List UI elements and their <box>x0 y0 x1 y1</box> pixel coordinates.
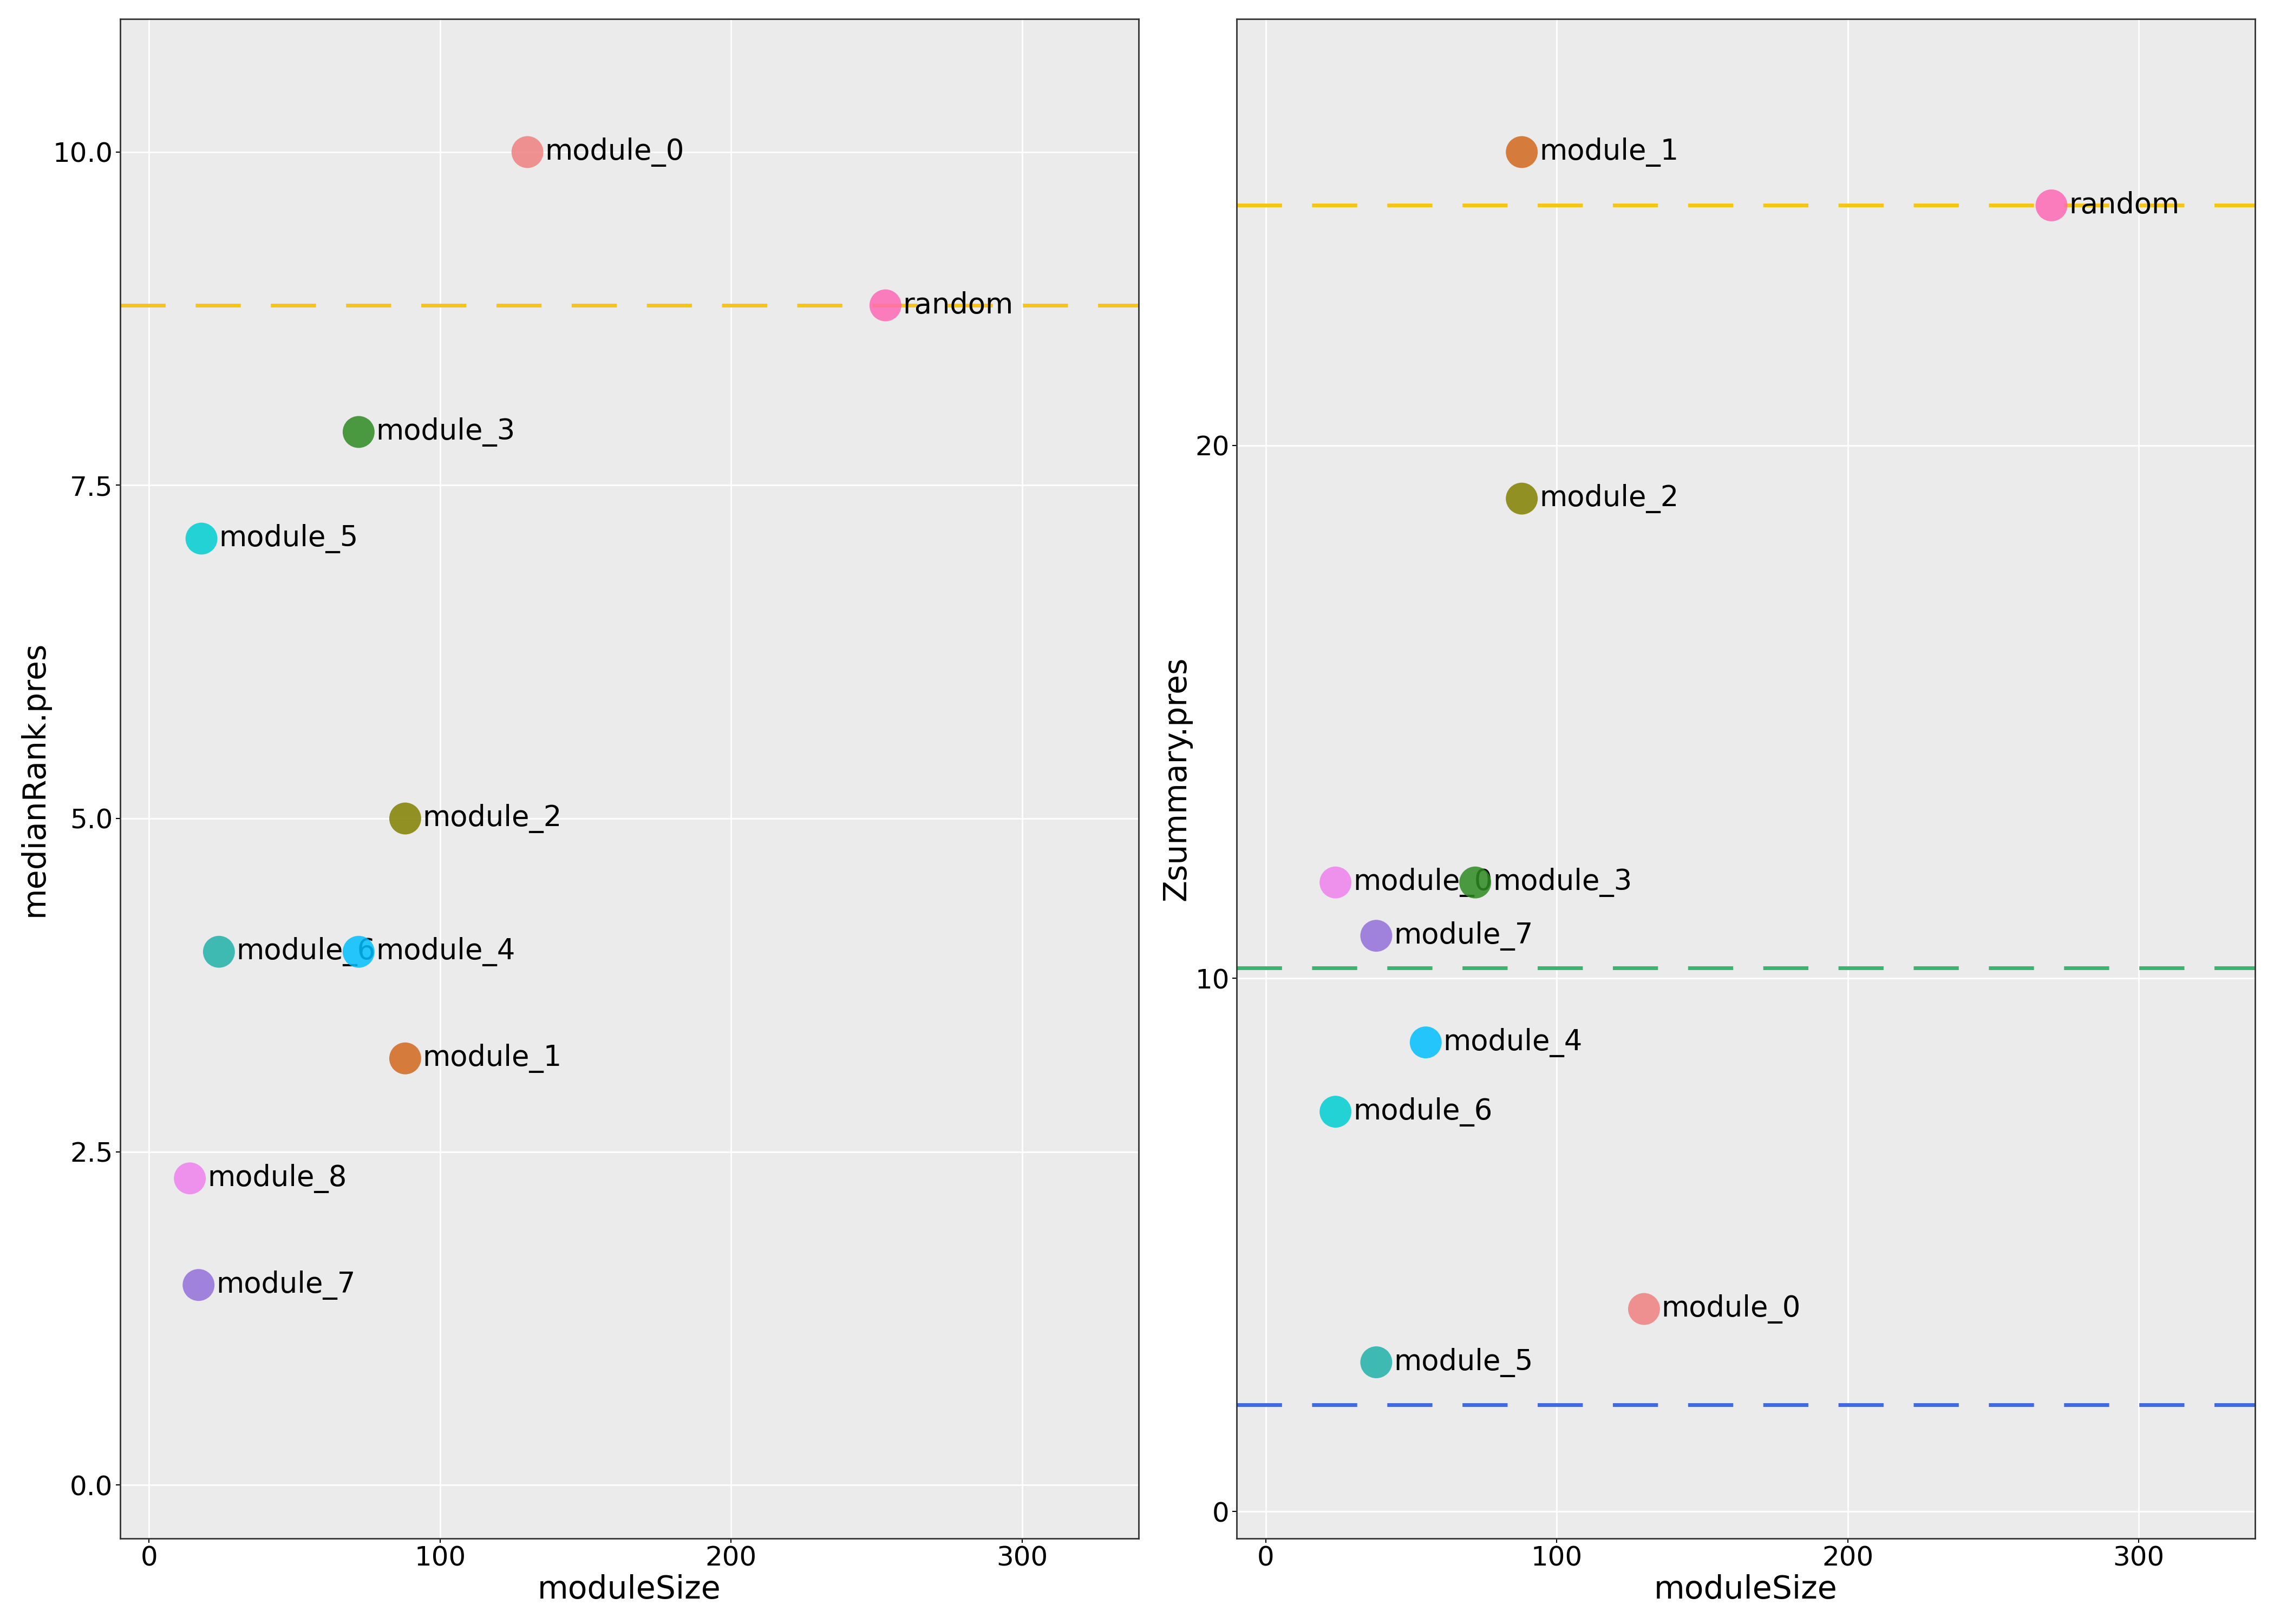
Text: module_2: module_2 <box>1539 484 1678 513</box>
Point <box>1503 486 1539 512</box>
Point <box>1503 140 1539 166</box>
Text: module_2: module_2 <box>423 804 562 833</box>
Point <box>1626 1296 1662 1322</box>
Y-axis label: Zsummary.pres: Zsummary.pres <box>1162 656 1192 901</box>
Text: module_0: module_0 <box>1353 867 1492 896</box>
Point <box>387 1046 423 1072</box>
Text: module_0: module_0 <box>1662 1294 1801 1324</box>
Point <box>171 1166 207 1192</box>
Text: module_4: module_4 <box>375 937 516 966</box>
Text: random: random <box>2069 192 2178 219</box>
Point <box>387 806 423 831</box>
Point <box>184 526 221 552</box>
Point <box>1408 1030 1444 1056</box>
Text: module_1: module_1 <box>423 1044 562 1073</box>
Point <box>341 939 377 965</box>
Point <box>341 419 377 445</box>
X-axis label: moduleSize: moduleSize <box>537 1574 721 1605</box>
Point <box>1458 869 1494 895</box>
Text: module_5: module_5 <box>218 525 359 554</box>
Text: module_3: module_3 <box>1492 867 1633 896</box>
Point <box>1317 869 1353 895</box>
X-axis label: moduleSize: moduleSize <box>1653 1574 1837 1605</box>
Text: module_6: module_6 <box>1353 1098 1492 1127</box>
Text: module_4: module_4 <box>1444 1028 1583 1057</box>
Text: random: random <box>903 291 1014 320</box>
Text: module_7: module_7 <box>1394 921 1533 950</box>
Text: module_6: module_6 <box>236 937 375 966</box>
Text: module_7: module_7 <box>216 1270 355 1299</box>
Text: module_8: module_8 <box>207 1164 346 1194</box>
Point <box>1317 1099 1353 1125</box>
Text: module_3: module_3 <box>375 417 516 447</box>
Point <box>1358 922 1394 948</box>
Point <box>509 140 546 166</box>
Point <box>200 939 236 965</box>
Point <box>1358 1350 1394 1376</box>
Point <box>866 292 903 318</box>
Text: module_1: module_1 <box>1539 138 1678 167</box>
Point <box>180 1272 216 1298</box>
Text: module_0: module_0 <box>546 138 684 167</box>
Point <box>2033 192 2069 218</box>
Y-axis label: medianRank.pres: medianRank.pres <box>18 640 50 916</box>
Text: module_5: module_5 <box>1394 1348 1533 1377</box>
